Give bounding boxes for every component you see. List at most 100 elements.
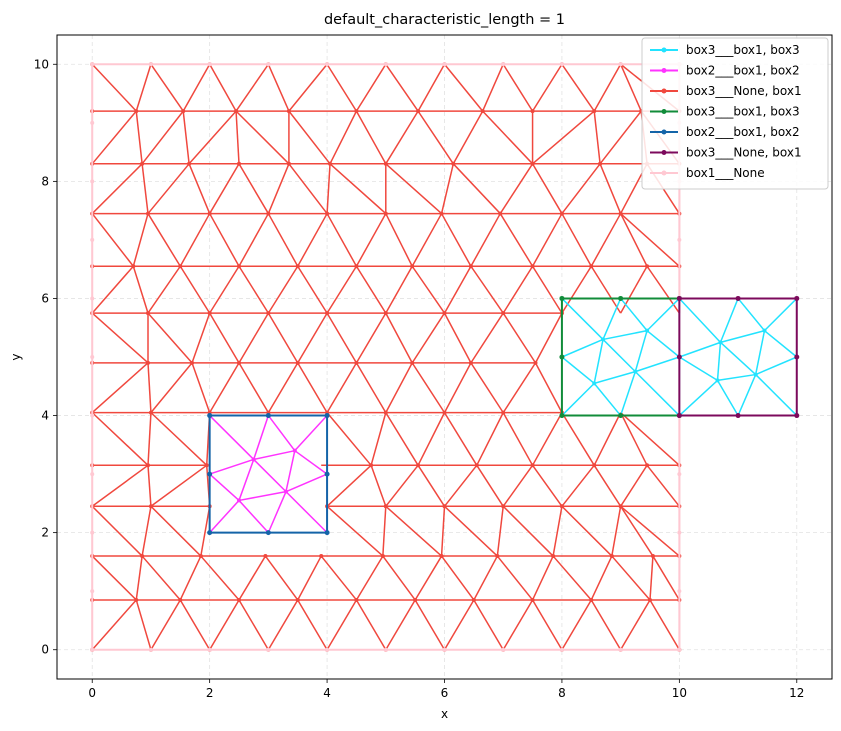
mesh-edge (649, 556, 654, 601)
mesh-edge (502, 362, 537, 414)
x-tick-label: 8 (558, 686, 566, 700)
mesh-edge (91, 63, 137, 112)
mesh-node (383, 504, 388, 509)
mesh-edge (443, 599, 475, 651)
mesh-edge (619, 412, 648, 466)
mesh-node (134, 597, 139, 602)
mesh-edge (443, 63, 484, 112)
mesh-edge (499, 163, 534, 214)
boundary-node (90, 413, 95, 418)
inner-mesh-edge (634, 330, 648, 372)
mesh-edge (288, 63, 328, 112)
boundary-node (90, 237, 95, 242)
inner-mesh-edge (737, 374, 757, 416)
mesh-edge (443, 505, 498, 557)
mesh-node (207, 311, 212, 316)
mesh-edge (590, 599, 622, 651)
mesh-edge (385, 412, 419, 466)
boundary-node (325, 647, 330, 652)
box-node (794, 295, 800, 301)
mesh-edge (531, 63, 563, 112)
box-node (324, 471, 330, 477)
mesh-edge (238, 599, 270, 651)
inner-mesh-edge (754, 330, 766, 375)
mesh-node (501, 311, 506, 316)
mesh-edge (91, 362, 149, 414)
mesh-edge (209, 599, 240, 651)
mesh-edge (411, 213, 443, 267)
mesh-node (131, 264, 136, 269)
inner-mesh-edge (294, 415, 328, 452)
mesh-edge (135, 555, 143, 601)
inner-mesh-edge (238, 499, 269, 534)
inner-mesh-edge (635, 356, 680, 373)
mesh-edge (91, 312, 149, 364)
box-node (676, 354, 682, 360)
mesh-edge (470, 362, 504, 414)
mesh-edge (599, 163, 622, 214)
mesh-edge (382, 506, 387, 557)
boundary-node (618, 62, 623, 67)
mesh-edge (141, 555, 181, 601)
mesh-edge (209, 362, 240, 413)
mesh-edge (355, 599, 387, 651)
mesh-edge (209, 265, 240, 314)
mesh-edge (496, 506, 504, 557)
mesh-node (325, 211, 330, 216)
mesh-edge (150, 63, 184, 112)
mesh-edge (452, 163, 501, 215)
inner-mesh-node (633, 369, 638, 374)
mesh-edge (620, 464, 648, 507)
mesh-edge (326, 265, 358, 314)
mesh-node (204, 463, 209, 468)
inner-mesh-node (592, 381, 597, 386)
mesh-node (530, 264, 535, 269)
mesh-edge (646, 265, 680, 314)
legend-label: box2___box1, box2 (686, 64, 800, 78)
mesh-edges (90, 62, 682, 652)
y-tick-label: 6 (41, 291, 49, 305)
mesh-edge (355, 213, 387, 267)
mesh-edge (552, 555, 592, 601)
mesh-edge (590, 555, 613, 601)
mesh-node (146, 211, 151, 216)
mesh-node (413, 597, 418, 602)
legend-marker (661, 150, 667, 155)
mesh-edge (552, 506, 563, 557)
mesh-edge (531, 464, 563, 507)
mesh-edge (370, 412, 387, 466)
mesh-edge (590, 265, 622, 314)
box-node (735, 413, 741, 419)
mesh-edge (502, 312, 537, 364)
box-node (559, 413, 565, 419)
box-node (676, 295, 682, 301)
boundary-node (501, 647, 506, 652)
boundary-node (90, 530, 95, 535)
mesh-edge (385, 265, 413, 314)
mesh-edge (329, 110, 358, 165)
mesh-edge (385, 464, 419, 507)
mesh-node (286, 161, 291, 166)
legend-label: box1___None (686, 166, 765, 180)
mesh-edge (561, 464, 595, 507)
inner-mesh-node (762, 328, 767, 333)
mesh-edge (385, 63, 419, 112)
mesh-edge (188, 163, 211, 214)
inner-mesh-edge (209, 458, 254, 475)
boundary-node (90, 355, 95, 359)
mesh-edge (476, 464, 504, 507)
box-node (676, 413, 682, 419)
mesh-edge (385, 110, 419, 165)
inner-mesh-edge (594, 370, 636, 385)
mesh-edge (132, 213, 149, 267)
mesh-edge (235, 110, 290, 165)
mesh-node (592, 109, 597, 114)
axis-ticks: 0 2 4 6 8 10 12 0 2 4 6 8 10 (34, 57, 805, 700)
mesh-edge (443, 362, 472, 413)
mesh-edge (147, 163, 190, 215)
inner-mesh-node (753, 372, 758, 377)
mesh-node (533, 360, 538, 365)
legend-label: box2___box1, box2 (686, 125, 800, 139)
mesh-node (354, 360, 359, 365)
boundary-node (207, 647, 212, 652)
